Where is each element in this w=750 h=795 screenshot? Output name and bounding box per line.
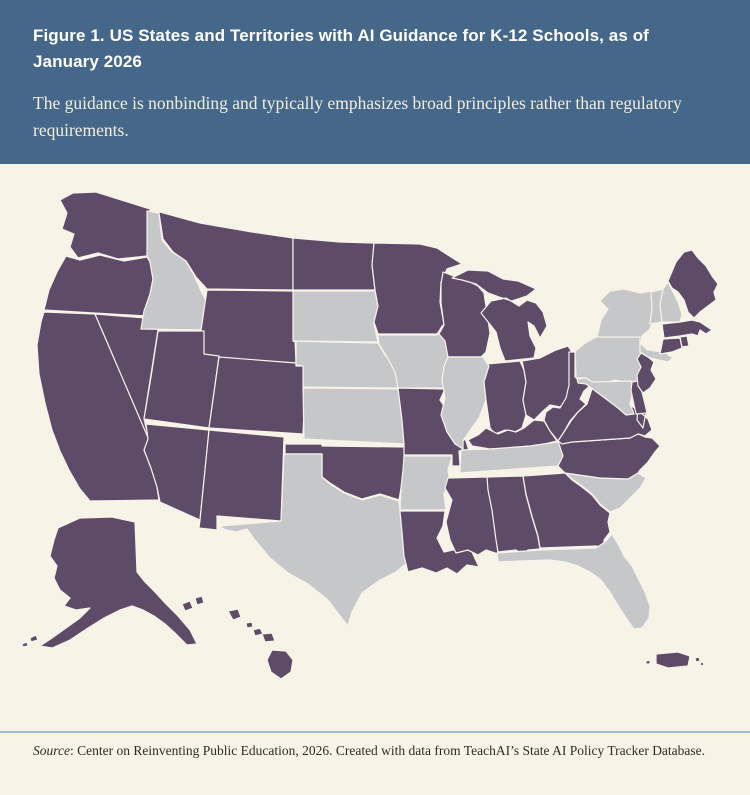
state-connecticut (659, 337, 683, 355)
state-arkansas (399, 455, 453, 511)
state-south-dakota (292, 290, 379, 343)
us-map (0, 164, 750, 731)
figure-header: Figure 1. US States and Territories with… (0, 0, 750, 164)
state-maine (667, 249, 719, 319)
figure-footer: Source: Center on Reinventing Public Edu… (0, 731, 750, 795)
state-georgia (522, 472, 611, 549)
state-massachusetts (661, 319, 713, 339)
state-alaska (21, 516, 198, 649)
source-text: : Center on Reinventing Public Education… (70, 743, 706, 758)
state-arizona (143, 423, 210, 521)
source-label: Source (33, 743, 70, 758)
state-ohio (521, 345, 574, 421)
state-washington (59, 191, 151, 260)
state-colorado (208, 356, 307, 435)
state-indiana (483, 360, 527, 435)
state-rhode-island (679, 335, 690, 348)
state-new-jersey (636, 352, 657, 394)
state-new-mexico (198, 429, 285, 531)
state-texas (218, 453, 408, 627)
state-wyoming (196, 289, 297, 364)
state-montana (158, 211, 294, 291)
source-note: Source: Center on Reinventing Public Edu… (33, 741, 717, 760)
state-kansas (302, 387, 406, 445)
territory-puerto-rico (645, 651, 691, 669)
state-louisiana (399, 510, 480, 575)
state-michigan (451, 269, 548, 362)
state-new-hampshire (659, 281, 683, 323)
territory-pacific-east (194, 595, 205, 606)
figure-title: Figure 1. US States and Territories with… (33, 26, 649, 71)
state-florida (496, 533, 651, 630)
figure-subtitle: The guidance is nonbinding and typically… (33, 93, 682, 140)
territory-pacific-west (181, 600, 194, 612)
territory-virgin-islands (694, 656, 705, 667)
state-hawaii (227, 608, 294, 680)
state-oregon (43, 254, 154, 317)
state-north-dakota (292, 237, 376, 291)
us-choropleth-svg (21, 191, 719, 680)
